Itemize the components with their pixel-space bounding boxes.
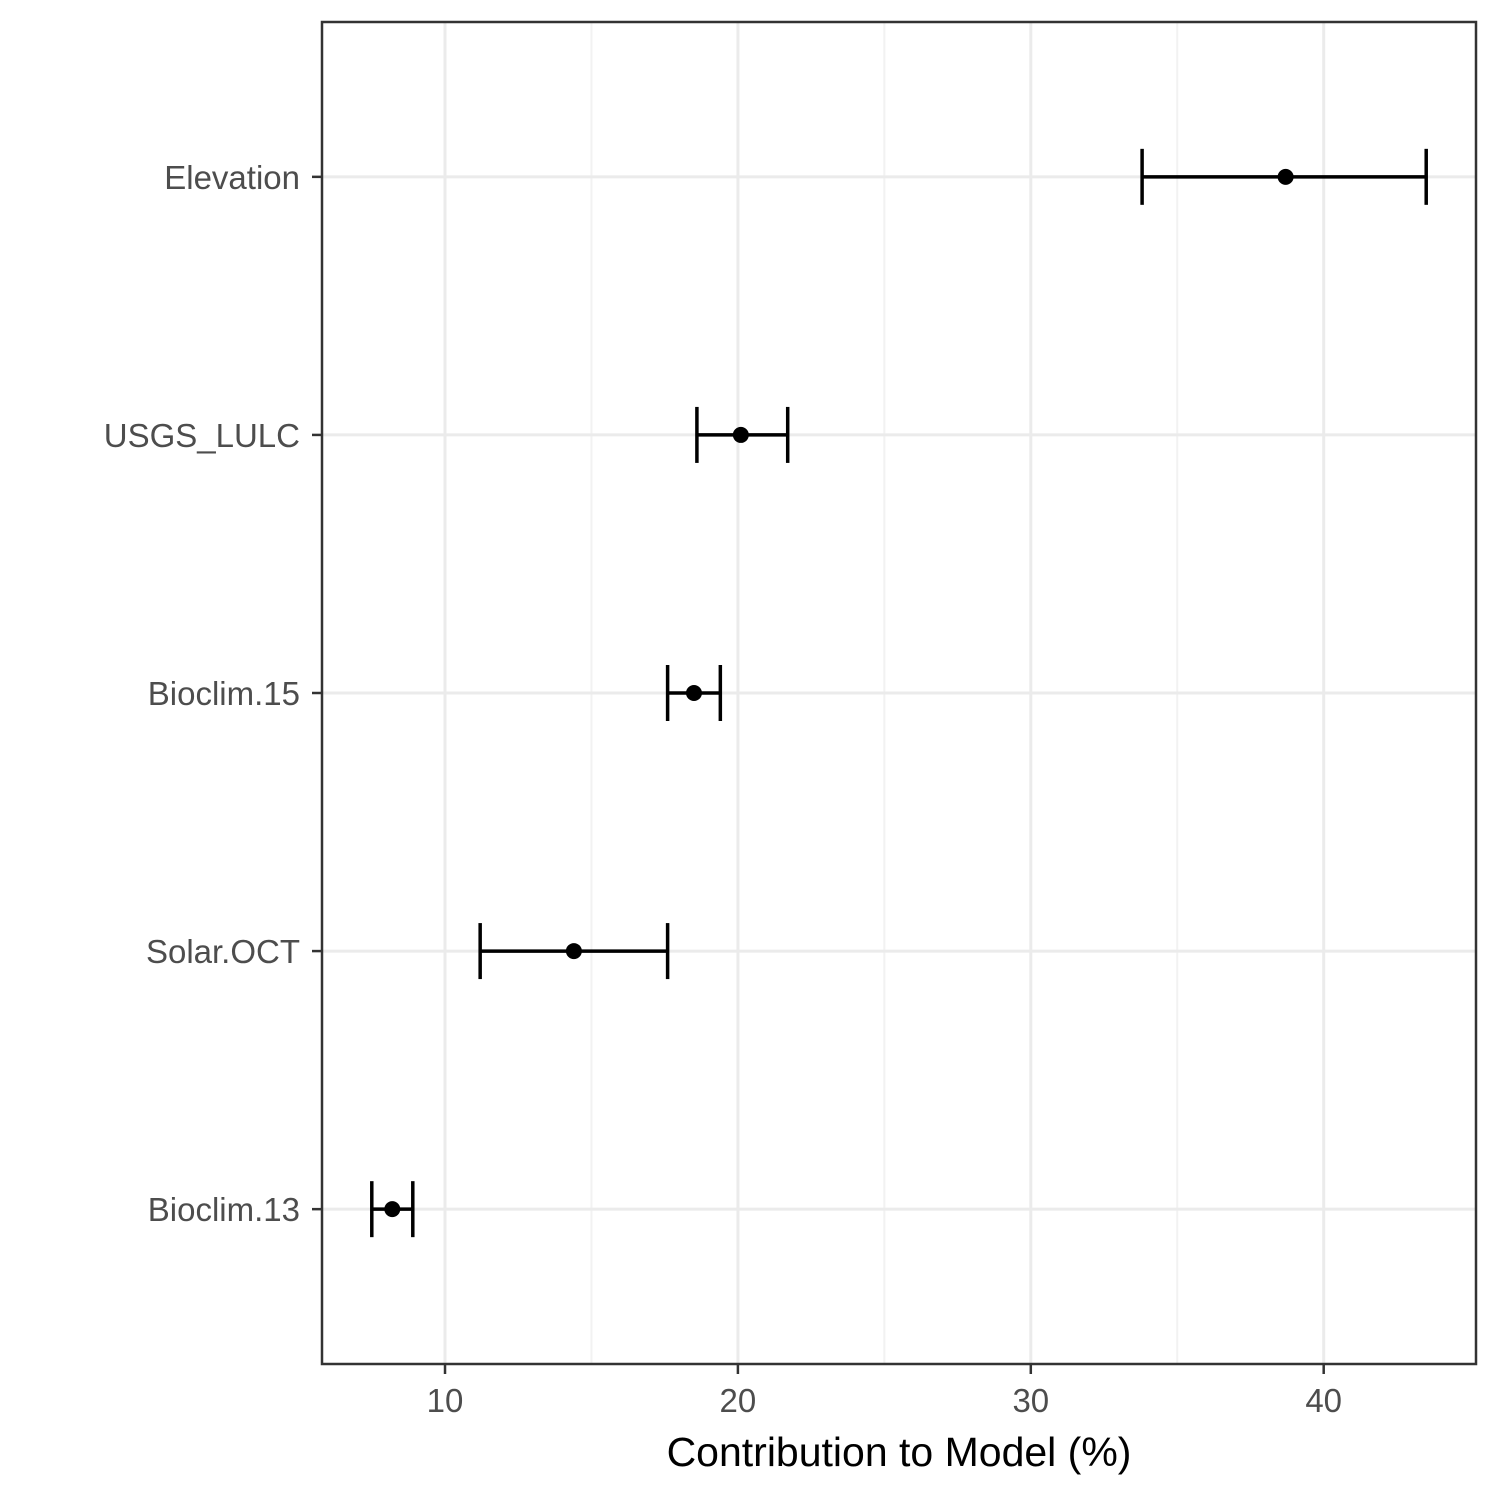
- data-point: [565, 943, 582, 960]
- y-tick-label: Elevation: [164, 159, 300, 196]
- data-point: [384, 1201, 401, 1218]
- major-y-gridlines: [322, 175, 1476, 1211]
- data-point: [732, 426, 749, 443]
- data-point: [685, 685, 702, 701]
- x-tick-label: 40: [1305, 1382, 1342, 1419]
- data-point: [1277, 168, 1294, 185]
- y-tick-label: Solar.OCT: [146, 933, 300, 970]
- y-tick-label: Bioclim.13: [148, 1191, 300, 1228]
- x-axis: 10 20 30 40: [427, 1364, 1342, 1419]
- x-tick-label: 10: [427, 1382, 464, 1419]
- y-tick-label: Bioclim.15: [148, 675, 300, 712]
- x-tick-label: 30: [1012, 1382, 1049, 1419]
- y-axis: Elevation USGS_LULC Bioclim.15 Solar.OCT Bio…: [104, 159, 322, 1228]
- x-tick-label: 20: [720, 1382, 757, 1419]
- x-axis-title: Contribution to Model (%): [667, 1429, 1132, 1475]
- error-bar-series: [370, 148, 1428, 1238]
- y-tick-label: USGS_LULC: [104, 417, 300, 454]
